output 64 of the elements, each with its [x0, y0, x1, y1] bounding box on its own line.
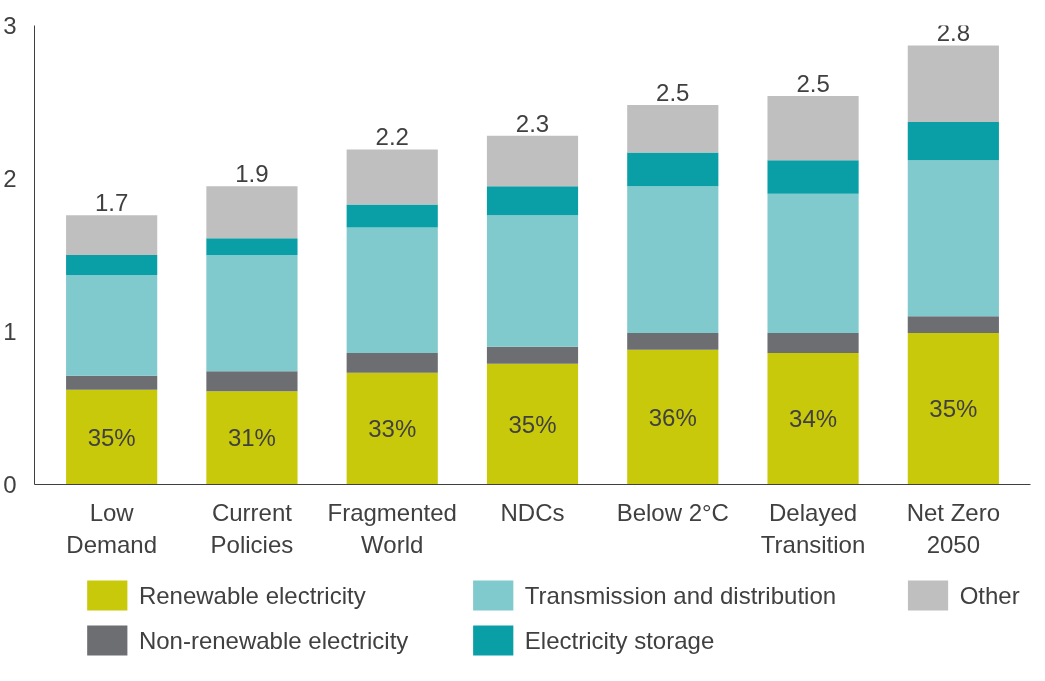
annotation: 34%: [789, 405, 838, 433]
bar: [486, 346, 579, 364]
bar: [206, 186, 298, 239]
annotation: 33%: [368, 415, 417, 443]
bar: [907, 45, 999, 122]
bar: [627, 349, 719, 485]
total-label: 1.9: [235, 160, 269, 188]
legend-label: Non-renewable electricity: [138, 627, 409, 654]
y-tick-label: 2: [3, 165, 17, 192]
legend-label: Renewable electricity: [138, 582, 366, 609]
bar: [486, 363, 579, 485]
annotation: 35%: [929, 395, 978, 423]
bar: [206, 255, 298, 372]
bar: [486, 135, 579, 187]
x-tick-label: Delayed Transition: [760, 498, 866, 558]
bar: [206, 391, 298, 485]
annotation: 36%: [648, 403, 697, 431]
legend-label: Electricity storage: [524, 627, 715, 654]
bar: [907, 160, 999, 317]
bar: [767, 352, 859, 485]
bar: [627, 186, 719, 334]
total-label: 2.2: [375, 123, 409, 151]
legend-label: Other: [959, 582, 1020, 609]
bar: [346, 227, 438, 353]
y-tick-label: 3: [3, 12, 17, 39]
annotation: 35%: [508, 410, 557, 438]
bar: [627, 152, 719, 187]
bar: [66, 255, 158, 275]
bar: [486, 215, 579, 347]
x-tick-label: Net Zero 2050: [906, 498, 1001, 558]
bar: [66, 274, 158, 376]
total-label: 2.3: [515, 109, 550, 137]
x-tick-label: NDCs: [500, 498, 565, 526]
total-label: 1.7: [94, 189, 129, 217]
y-tick-label: 0: [3, 471, 17, 498]
bar: [206, 238, 298, 255]
bar: [627, 333, 719, 350]
bar: [767, 333, 859, 353]
bar: [767, 193, 859, 334]
x-tick-label: Current Policies: [210, 498, 294, 558]
bar: [346, 372, 438, 485]
annotation: 35%: [87, 423, 136, 451]
bar: [767, 95, 859, 161]
y-tick-label: 1: [3, 318, 17, 345]
x-tick-label: Fragmented World: [327, 498, 457, 558]
x-tick-label: Low Demand: [66, 498, 158, 558]
bar: [346, 352, 438, 373]
bar: [907, 316, 999, 334]
bar: [627, 105, 719, 153]
bar: [486, 186, 579, 216]
legend-label: Transmission and distribution: [524, 582, 837, 609]
bar: [907, 333, 999, 485]
bar: [346, 204, 438, 228]
bar: [66, 215, 158, 255]
bar: [907, 121, 999, 161]
annotation: 31%: [227, 424, 276, 452]
total-label: 2.5: [656, 79, 690, 107]
bar: [66, 389, 158, 485]
x-tick-label: Below 2°C: [616, 498, 729, 526]
bar: [206, 371, 298, 392]
bar: [66, 375, 158, 390]
total-label: 2.5: [796, 69, 830, 97]
bar: [767, 160, 859, 194]
bar: [346, 149, 438, 205]
